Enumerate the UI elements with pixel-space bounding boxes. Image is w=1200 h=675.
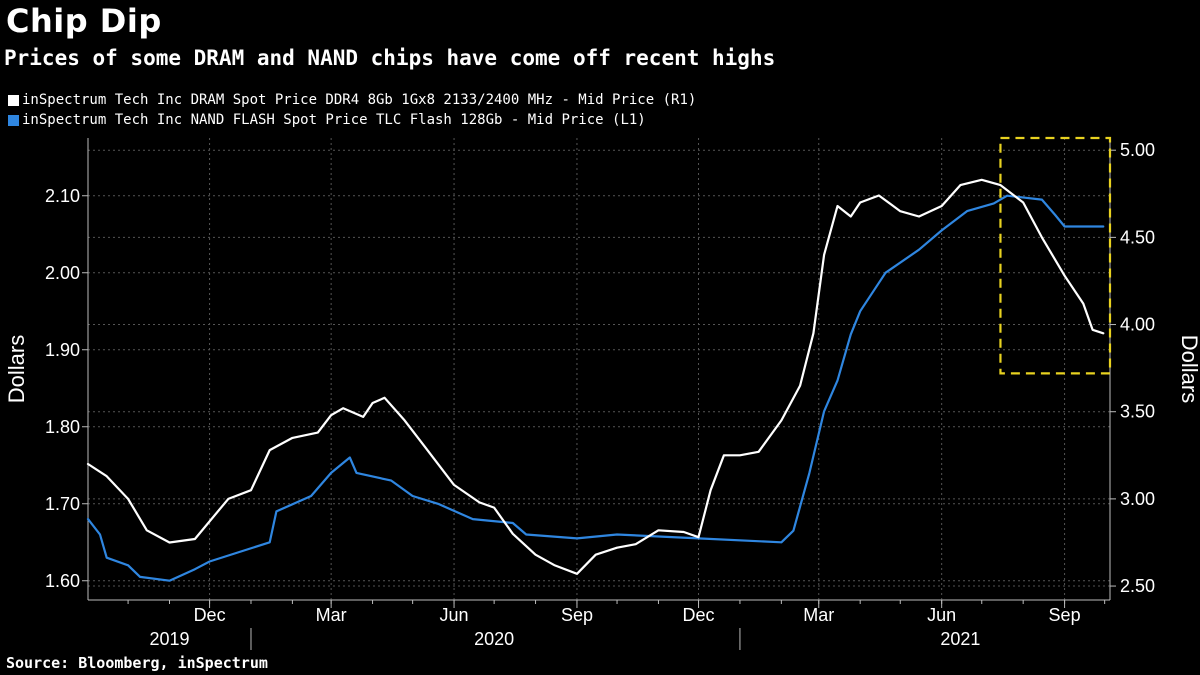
y-right-tick-label: 5.00 <box>1120 140 1155 160</box>
axes: 1.60 1.70 1.80 1.90 2.00 2.10 2.50 3.00 3.50 4.00… <box>4 138 1200 650</box>
y-right-tick-label: 4.00 <box>1120 315 1155 335</box>
x-year-label: 2021 <box>940 629 980 649</box>
x-tick-label: Sep <box>1049 605 1081 625</box>
x-tick-label: Mar <box>316 605 347 625</box>
y-left-tick-label: 1.80 <box>45 417 80 437</box>
chart-subtitle: Prices of some DRAM and NAND chips have … <box>4 46 776 70</box>
legend-item-dram: inSpectrum Tech Inc DRAM Spot Price DDR4… <box>8 92 696 108</box>
series-lines <box>86 178 1105 582</box>
x-tick-label: Dec <box>683 605 715 625</box>
legend-item-nand: inSpectrum Tech Inc NAND FLASH Spot Pric… <box>8 112 646 128</box>
y-left-tick-label: 1.70 <box>45 494 80 514</box>
series-line-dram <box>86 178 1105 575</box>
y-right-tick-label: 3.50 <box>1120 402 1155 422</box>
y-right-tick-label: 3.00 <box>1120 489 1155 509</box>
legend-label-nand: inSpectrum Tech Inc NAND FLASH Spot Pric… <box>22 112 646 128</box>
x-year-label: 2019 <box>149 629 189 649</box>
x-tick-label: Dec <box>194 605 226 625</box>
x-tick-label: Jun <box>440 605 469 625</box>
y-left-tick-label: 1.90 <box>45 340 80 360</box>
highlight-box <box>999 136 1112 375</box>
series-line-nand <box>86 194 1105 582</box>
y-left-axis-title: Dollars <box>4 335 29 403</box>
legend-swatch-dram <box>8 94 19 106</box>
y-left-tick-label: 2.10 <box>45 186 80 206</box>
x-year-label: 2020 <box>474 629 514 649</box>
y-right-axis-title: Dollars <box>1177 335 1200 403</box>
y-right-tick-label: 2.50 <box>1120 576 1155 596</box>
y-left-tick-label: 1.60 <box>45 571 80 591</box>
x-tick-label: Jun <box>927 605 956 625</box>
annotations <box>999 136 1112 375</box>
legend-label-dram: inSpectrum Tech Inc DRAM Spot Price DDR4… <box>22 92 697 108</box>
legend-swatch-nand <box>8 114 19 126</box>
y-left-tick-label: 2.00 <box>45 263 80 283</box>
x-tick-label: Mar <box>803 605 834 625</box>
source-note: Source: Bloomberg, inSpectrum <box>6 654 268 672</box>
chart-title: Chip Dip <box>6 2 162 40</box>
gridlines <box>88 138 1110 600</box>
y-right-tick-label: 4.50 <box>1120 227 1155 247</box>
x-tick-label: Sep <box>561 605 593 625</box>
